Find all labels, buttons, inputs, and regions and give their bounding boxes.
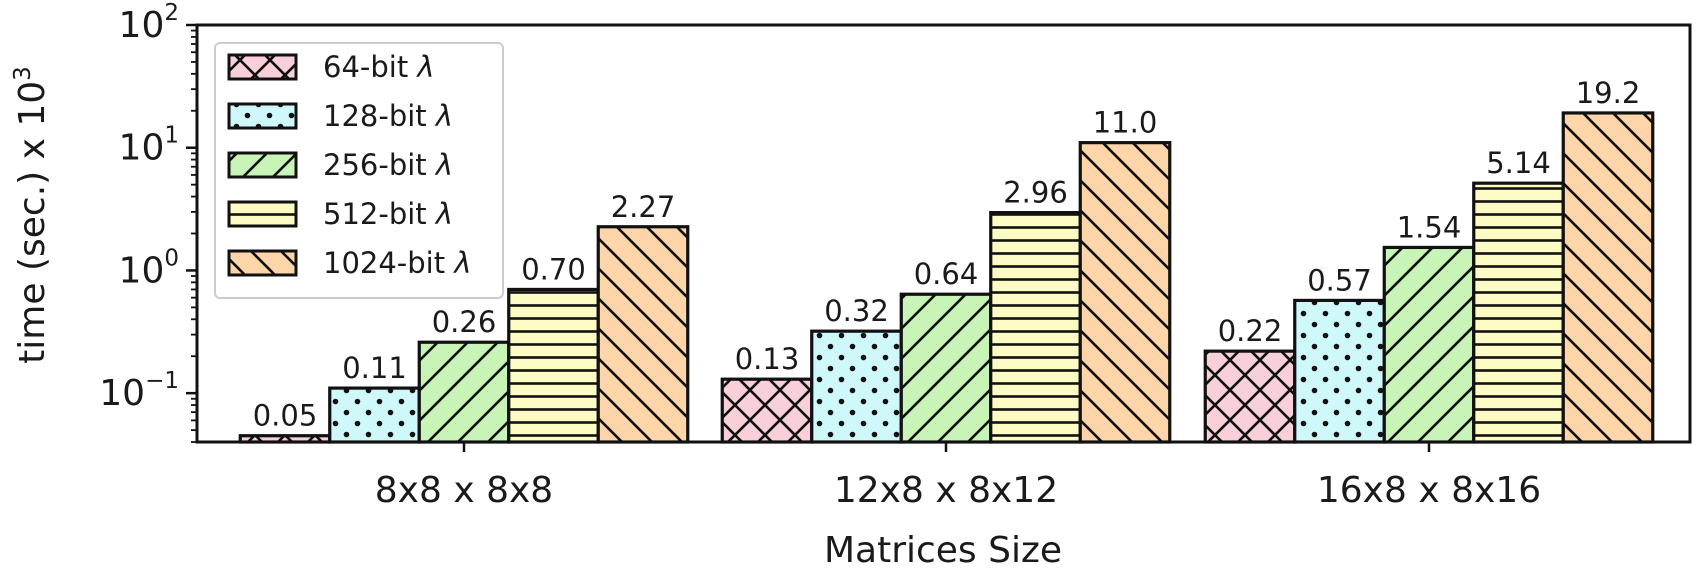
bar-2-0 bbox=[1203, 349, 1297, 444]
legend-label: 512-bit λ bbox=[323, 197, 453, 231]
bar-1-4 bbox=[1078, 141, 1172, 444]
y-tick-label: 10−1 bbox=[99, 368, 179, 414]
bar-value-label: 0.26 bbox=[432, 305, 497, 339]
bar-value-label: 2.27 bbox=[611, 190, 676, 224]
x-tick-label: 12x8 x 8x12 bbox=[834, 470, 1058, 511]
x-tick-label: 8x8 x 8x8 bbox=[375, 470, 553, 511]
legend-swatch bbox=[227, 249, 298, 277]
bar-0-2 bbox=[417, 340, 511, 444]
bar-1-2 bbox=[899, 292, 993, 444]
legend-swatch bbox=[227, 151, 298, 179]
y-tick-label: 102 bbox=[119, 0, 179, 46]
x-axis: 8x8 x 8x8 12x8 x 8x12 16x8 x 8x16 bbox=[375, 442, 1541, 511]
y-axis-label-text: time (sec.) x 10 bbox=[12, 81, 53, 364]
legend: 64-bit λ 128-bit λ 256-bit λ 512-bit λ 1024-… bbox=[214, 42, 504, 299]
bar-value-label: 0.64 bbox=[914, 257, 979, 291]
bar-value-label: 0.11 bbox=[342, 351, 407, 385]
y-tick-label: 101 bbox=[119, 123, 179, 169]
bar-labels-layer: 0.05 0.11 0.26 0.70 2.27 0.13 0.32 0.64 2.96 11.0… bbox=[253, 76, 1641, 433]
bar-value-label: 5.14 bbox=[1486, 146, 1551, 180]
y-tick-label: 100 bbox=[119, 245, 179, 291]
bar-1-0 bbox=[720, 377, 814, 444]
bar-1-3 bbox=[989, 211, 1082, 444]
bar-2-4 bbox=[1561, 111, 1655, 444]
bar-value-label: 0.22 bbox=[1218, 314, 1283, 348]
legend-swatch bbox=[227, 200, 298, 228]
x-tick-label: 16x8 x 8x16 bbox=[1317, 470, 1541, 511]
bar-0-1 bbox=[328, 386, 421, 444]
y-axis-label-exponent: 3 bbox=[10, 66, 36, 81]
legend-swatch bbox=[227, 53, 298, 81]
bar-2-3 bbox=[1472, 181, 1565, 444]
bar-value-label: 0.57 bbox=[1307, 263, 1372, 297]
bar-2-1 bbox=[1293, 298, 1386, 444]
bar-0-3 bbox=[507, 287, 600, 444]
bar-value-label: 0.13 bbox=[735, 342, 800, 376]
legend-label: 1024-bit λ bbox=[323, 246, 472, 280]
bar-value-label: 0.70 bbox=[521, 252, 586, 286]
bar-value-label: 2.96 bbox=[1003, 176, 1068, 210]
legend-label: 128-bit λ bbox=[323, 99, 453, 133]
bar-value-label: 0.05 bbox=[253, 399, 318, 433]
legend-swatch bbox=[227, 102, 298, 130]
bar-value-label: 0.32 bbox=[824, 294, 889, 328]
y-axis-label: time (sec.) x 103 bbox=[10, 66, 53, 364]
y-axis: 10−1 100 101 102 bbox=[99, 0, 197, 443]
bar-0-4 bbox=[596, 225, 690, 444]
bars-layer bbox=[238, 111, 1655, 444]
legend-label: 64-bit λ bbox=[323, 50, 435, 84]
bar-2-2 bbox=[1382, 245, 1476, 444]
x-axis-label: Matrices Size bbox=[824, 530, 1062, 571]
legend-label: 256-bit λ bbox=[323, 148, 453, 182]
bar-value-label: 11.0 bbox=[1093, 106, 1158, 140]
bar-value-label: 19.2 bbox=[1576, 76, 1641, 110]
bar-value-label: 1.54 bbox=[1397, 210, 1462, 244]
bar-1-1 bbox=[810, 329, 903, 444]
